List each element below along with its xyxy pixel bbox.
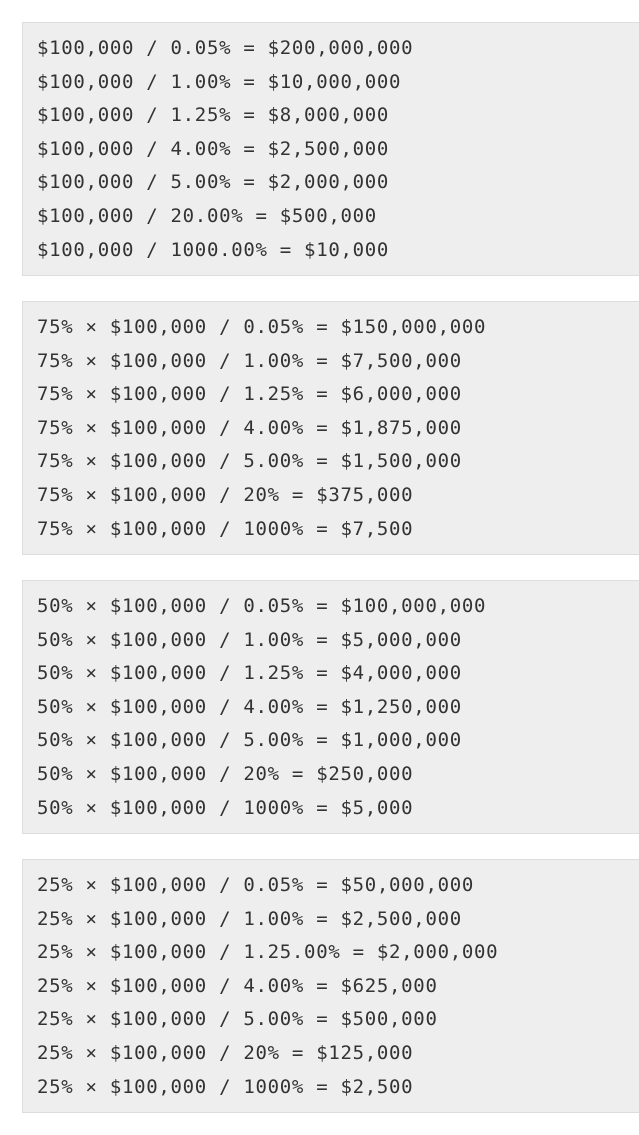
code-line: 50% × $100,000 / 1.00% = $5,000,000	[37, 628, 462, 651]
code-line: $100,000 / 1000.00% = $10,000	[37, 238, 390, 261]
code-line: 25% × $100,000 / 20% = $125,000	[37, 1041, 414, 1064]
code-line: $100,000 / 20.00% = $500,000	[37, 204, 377, 227]
code-line: 25% × $100,000 / 5.00% = $500,000	[37, 1008, 438, 1031]
code-line: $100,000 / 1.25% = $8,000,000	[37, 104, 390, 127]
code-line: 75% × $100,000 / 1.25% = $6,000,000	[37, 383, 462, 406]
code-block-25-percent: 25% × $100,000 / 0.05% = $50,000,000 25%…	[22, 859, 639, 1113]
code-line: 75% × $100,000 / 1000% = $7,500	[37, 517, 414, 540]
code-line: $100,000 / 0.05% = $200,000,000	[37, 37, 414, 59]
code-line: 50% × $100,000 / 0.05% = $100,000,000	[37, 595, 487, 617]
code-line: $100,000 / 5.00% = $2,000,000	[37, 171, 390, 194]
code-line: 75% × $100,000 / 5.00% = $1,500,000	[37, 450, 462, 473]
code-line: 50% × $100,000 / 1000% = $5,000	[37, 796, 414, 819]
code-line: 75% × $100,000 / 1.00% = $7,500,000	[37, 349, 462, 372]
code-line: 25% × $100,000 / 0.05% = $50,000,000	[37, 874, 475, 896]
code-line: 50% × $100,000 / 4.00% = $1,250,000	[37, 695, 462, 718]
code-line: 50% × $100,000 / 5.00% = $1,000,000	[37, 729, 462, 752]
code-block-50-percent: 50% × $100,000 / 0.05% = $100,000,000 50…	[22, 580, 639, 834]
code-line: 75% × $100,000 / 20% = $375,000	[37, 483, 414, 506]
code-line: 25% × $100,000 / 1.00% = $2,500,000	[37, 907, 462, 930]
code-line: 50% × $100,000 / 1.25% = $4,000,000	[37, 662, 462, 685]
code-line: 25% × $100,000 / 4.00% = $625,000	[37, 974, 438, 997]
code-block-full-amount: $100,000 / 0.05% = $200,000,000 $100,000…	[22, 22, 639, 276]
code-line: 75% × $100,000 / 0.05% = $150,000,000	[37, 316, 487, 338]
code-line: $100,000 / 4.00% = $2,500,000	[37, 137, 390, 160]
code-block-75-percent: 75% × $100,000 / 0.05% = $150,000,000 75…	[22, 301, 639, 555]
code-line: 25% × $100,000 / 1.25.00% = $2,000,000	[37, 941, 499, 964]
code-line: 25% × $100,000 / 1000% = $2,500	[37, 1075, 414, 1098]
code-line: $100,000 / 1.00% = $10,000,000	[37, 70, 402, 93]
code-line: 50% × $100,000 / 20% = $250,000	[37, 762, 414, 785]
code-line: 75% × $100,000 / 4.00% = $1,875,000	[37, 416, 462, 439]
